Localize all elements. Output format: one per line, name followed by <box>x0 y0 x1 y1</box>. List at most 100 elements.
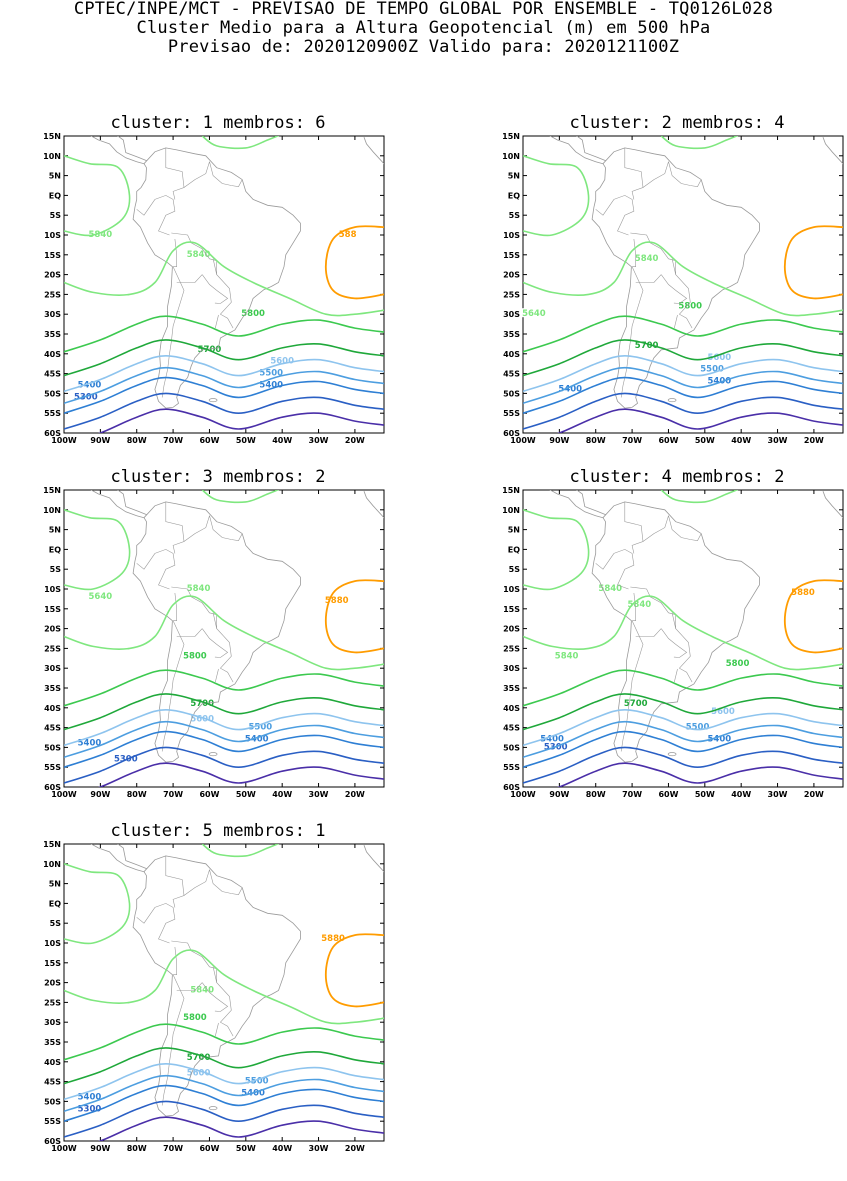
country-border <box>668 161 702 188</box>
contour-deep <box>557 762 843 787</box>
lat-tick-label: 30S <box>503 664 520 673</box>
lat-tick-label: 15N <box>43 841 61 849</box>
contour-label: 5840 <box>598 584 622 594</box>
lon-tick-label: 100W <box>51 1144 77 1153</box>
coastline <box>363 845 384 873</box>
country-border <box>215 668 219 683</box>
coastline <box>117 136 147 161</box>
country-border <box>660 628 688 658</box>
geopotential-map: 15N 10N 5N EQ 5S 10S 15S 20S 25S 30S 35S 40S 45S 50S 5… <box>502 487 844 799</box>
country-border <box>209 161 243 188</box>
lon-tick-label: 90W <box>90 790 110 799</box>
lon-tick-label: 70W <box>622 436 642 445</box>
contour-label-bg <box>684 721 711 731</box>
contour-label: 5600 <box>711 707 735 717</box>
country-border <box>620 620 644 752</box>
lon-tick-label: 60W <box>199 790 219 799</box>
lon-tick-label: 50W <box>236 1144 256 1153</box>
coastline <box>90 136 145 165</box>
contour-label: 5840 <box>187 250 211 260</box>
lat-tick-label: 20S <box>44 625 61 634</box>
country-border <box>212 258 217 275</box>
contour-label: 5800 <box>241 309 265 319</box>
contour-5840 <box>201 136 280 150</box>
lon-tick-label: 60W <box>658 436 678 445</box>
contour-5500 <box>523 366 843 405</box>
lon-tick-label: 40W <box>272 436 292 445</box>
lat-tick-label: 5S <box>50 211 62 220</box>
lat-tick-label: 30S <box>44 310 61 319</box>
contour-5840 <box>64 509 131 591</box>
lat-tick-label: 55S <box>503 763 520 772</box>
lon-tick-label: 20W <box>804 436 824 445</box>
lat-tick-label: 5S <box>509 211 521 220</box>
lat-tick-label: 15S <box>44 959 61 968</box>
lat-tick-label: 60S <box>44 429 61 438</box>
lat-tick-label: 5S <box>50 565 62 574</box>
contour-label-bg <box>181 650 208 660</box>
country-border <box>136 553 156 570</box>
lat-tick-label: 10S <box>44 231 61 240</box>
lon-tick-label: 20W <box>804 790 824 799</box>
lon-tick-label: 30W <box>309 1144 329 1153</box>
contour-5400 <box>64 376 384 414</box>
lat-tick-label: 5N <box>49 172 61 181</box>
lat-tick-label: 20S <box>44 271 61 280</box>
lat-tick-label: 60S <box>503 429 520 438</box>
lon-tick-label: 40W <box>731 436 751 445</box>
contour-5600 <box>64 708 384 747</box>
contour-5600 <box>64 354 384 393</box>
contour-5300 <box>523 392 843 430</box>
contour-label: 5700 <box>187 1053 211 1063</box>
contour-5300 <box>64 392 384 430</box>
country-border <box>154 903 176 944</box>
lat-tick-label: 10N <box>43 152 61 161</box>
map-panel-cluster-4: cluster: 4 membros: 2 15N 10N 5N EQ 5S 10S 15S… <box>487 467 847 827</box>
lat-tick-label: 15S <box>44 251 61 260</box>
country-border <box>632 592 636 621</box>
country-border <box>183 161 210 188</box>
contour-label-bg <box>597 583 624 592</box>
figure-header: CPTEC/INPE/MCT - PREVISAO DE TEMPO GLOBA… <box>0 0 847 57</box>
lat-tick-label: 55S <box>44 409 61 418</box>
contour-label-bg <box>185 1067 212 1077</box>
header-line-3: Previsao de: 2020120900Z Valido para: 20… <box>167 37 680 57</box>
contour-label-bg <box>87 590 114 600</box>
contour-5880 <box>324 225 384 300</box>
contour-5500 <box>64 720 384 759</box>
contour-5300 <box>64 746 384 784</box>
contour-label-bg <box>185 248 212 258</box>
contour-label: 5800 <box>678 301 702 311</box>
contour-label-bg <box>112 753 139 763</box>
contour-label-bg <box>334 229 361 238</box>
contour-5400 <box>523 376 843 414</box>
map-frame <box>63 135 385 434</box>
contour-label: 5880 <box>325 596 349 606</box>
contour-5840 <box>523 595 843 671</box>
contour-label-bg <box>677 300 704 310</box>
contour-label-bg <box>196 343 223 353</box>
contour-label-bg <box>258 367 285 377</box>
lat-tick-label: 35S <box>44 330 61 339</box>
lat-tick-label: 10S <box>44 585 61 594</box>
country-border <box>201 274 229 304</box>
lat-tick-label: 15N <box>43 133 61 141</box>
contour-5700 <box>523 693 843 731</box>
contour-5700 <box>64 693 384 731</box>
country-border <box>161 974 185 1106</box>
lat-tick-label: 50S <box>503 389 520 398</box>
panel-title: cluster: 5 membros: 1 <box>110 821 326 841</box>
lat-tick-label: 10N <box>502 152 520 161</box>
lat-tick-label: 30S <box>503 310 520 319</box>
lon-tick-label: 30W <box>309 436 329 445</box>
contour-label: 588 <box>339 230 357 240</box>
map-panel-cluster-3: cluster: 3 membros: 2 15N 10N 5N EQ 5S 10S 15S… <box>28 467 408 827</box>
contour-5800 <box>64 1023 384 1061</box>
contour-label: 5500 <box>700 365 724 375</box>
country-border <box>215 1022 219 1037</box>
lat-tick-label: 60S <box>503 783 520 792</box>
contour-5700 <box>523 339 843 377</box>
contour-deep <box>98 408 384 433</box>
falkland-islands <box>208 1106 218 1111</box>
lon-tick-label: 40W <box>731 790 751 799</box>
